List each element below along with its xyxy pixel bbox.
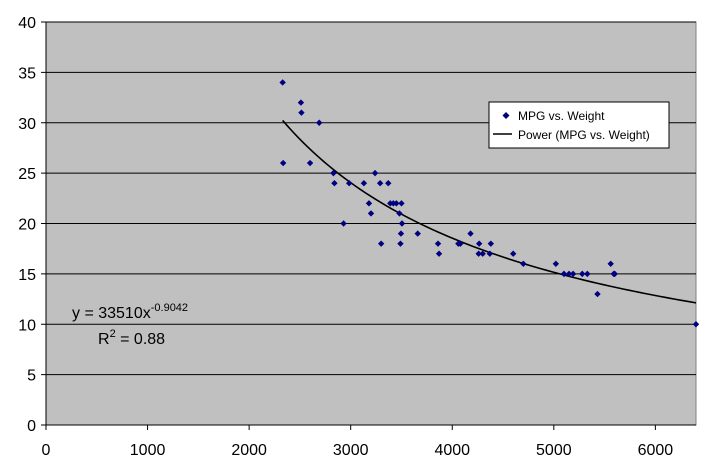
data-point [306, 159, 314, 167]
x-tick-label: 3000 [333, 442, 369, 459]
data-point [385, 180, 392, 187]
data-point [367, 210, 375, 217]
data-point [594, 290, 601, 298]
legend-marker-icon [502, 112, 510, 119]
data-point [487, 240, 495, 247]
data-point [330, 169, 337, 177]
legend-item-scatter: MPG vs. Weight [518, 109, 605, 123]
data-point [279, 159, 287, 167]
data-point [457, 240, 464, 247]
data-point [475, 240, 483, 247]
y-tick-label: 5 [27, 368, 36, 385]
y-tick-label: 0 [27, 418, 36, 435]
data-point [607, 260, 614, 267]
data-point [560, 270, 568, 278]
y-tick-label: 25 [18, 166, 36, 183]
data-point [331, 180, 338, 187]
x-tick-label: 6000 [638, 442, 674, 459]
equation-label: y = 33510x-0.9042 [72, 302, 188, 322]
y-tick-label: 10 [18, 317, 36, 334]
x-tick-label: 4000 [434, 442, 470, 459]
x-ticks: 0 1000 2000 3000 4000 5000 6000 [42, 425, 674, 459]
x-tick-label: 0 [42, 442, 51, 459]
data-point [398, 220, 406, 227]
data-point [340, 220, 347, 227]
data-point [434, 240, 442, 247]
data-point [397, 240, 404, 247]
r-squared-label: R2 = 0.88 [98, 328, 165, 348]
data-point [398, 200, 405, 207]
data-point [584, 270, 591, 278]
data-point [316, 119, 323, 126]
equation-annotation: y = 33510x-0.9042 R2 = 0.88 [72, 302, 188, 348]
legend: MPG vs. Weight Power (MPG vs. Weight) [488, 101, 670, 149]
y-tick-label: 20 [18, 217, 36, 234]
data-point [486, 250, 494, 257]
data-point [569, 270, 577, 278]
legend-item-trendline: Power (MPG vs. Weight) [518, 128, 650, 142]
data-point [435, 250, 443, 257]
data-point [475, 250, 482, 257]
data-point [377, 240, 385, 247]
data-point [579, 270, 586, 278]
x-tick-label: 5000 [536, 442, 572, 459]
data-point [611, 270, 618, 278]
data-point [297, 99, 305, 106]
data-point [376, 180, 384, 187]
data-point [360, 180, 368, 187]
data-point [393, 200, 400, 207]
data-point [396, 210, 403, 217]
data-point [467, 230, 474, 237]
data-point [552, 260, 560, 267]
data-point [371, 169, 379, 177]
y-tick-label: 15 [18, 267, 36, 284]
data-point [565, 270, 573, 278]
data-point [520, 260, 527, 267]
data-point [279, 79, 286, 86]
data-point [479, 250, 486, 257]
y-tick-label: 40 [18, 15, 36, 32]
data-point [365, 200, 373, 207]
data-point [397, 230, 405, 237]
data-point [298, 109, 305, 116]
y-ticks: 0 5 10 15 20 25 30 35 40 [18, 15, 46, 435]
points-layer [279, 79, 700, 328]
x-tick-label: 1000 [130, 442, 166, 459]
y-tick-label: 35 [18, 65, 36, 82]
data-point [345, 180, 353, 187]
legend-box [488, 101, 670, 149]
x-tick-label: 2000 [231, 442, 267, 459]
data-point [692, 321, 700, 328]
data-point [509, 250, 517, 257]
y-tick-label: 30 [18, 116, 36, 133]
data-point [414, 230, 421, 237]
